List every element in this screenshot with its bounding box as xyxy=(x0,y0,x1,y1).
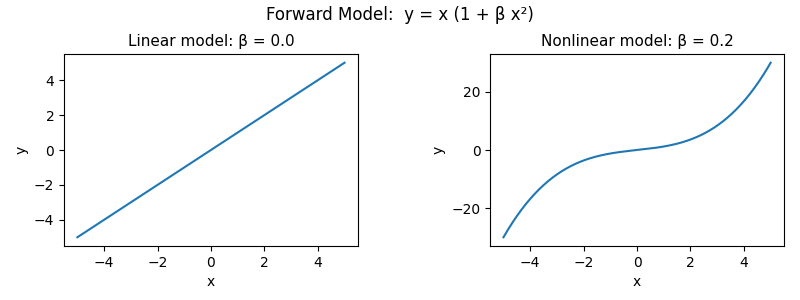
Text: Forward Model:  y = x (1 + β x²): Forward Model: y = x (1 + β x²) xyxy=(266,6,534,24)
X-axis label: x: x xyxy=(207,275,215,289)
Y-axis label: y: y xyxy=(432,146,446,154)
Y-axis label: y: y xyxy=(14,146,28,154)
Title: Nonlinear model: β = 0.2: Nonlinear model: β = 0.2 xyxy=(541,34,734,49)
X-axis label: x: x xyxy=(633,275,641,289)
Title: Linear model: β = 0.0: Linear model: β = 0.0 xyxy=(128,34,294,49)
